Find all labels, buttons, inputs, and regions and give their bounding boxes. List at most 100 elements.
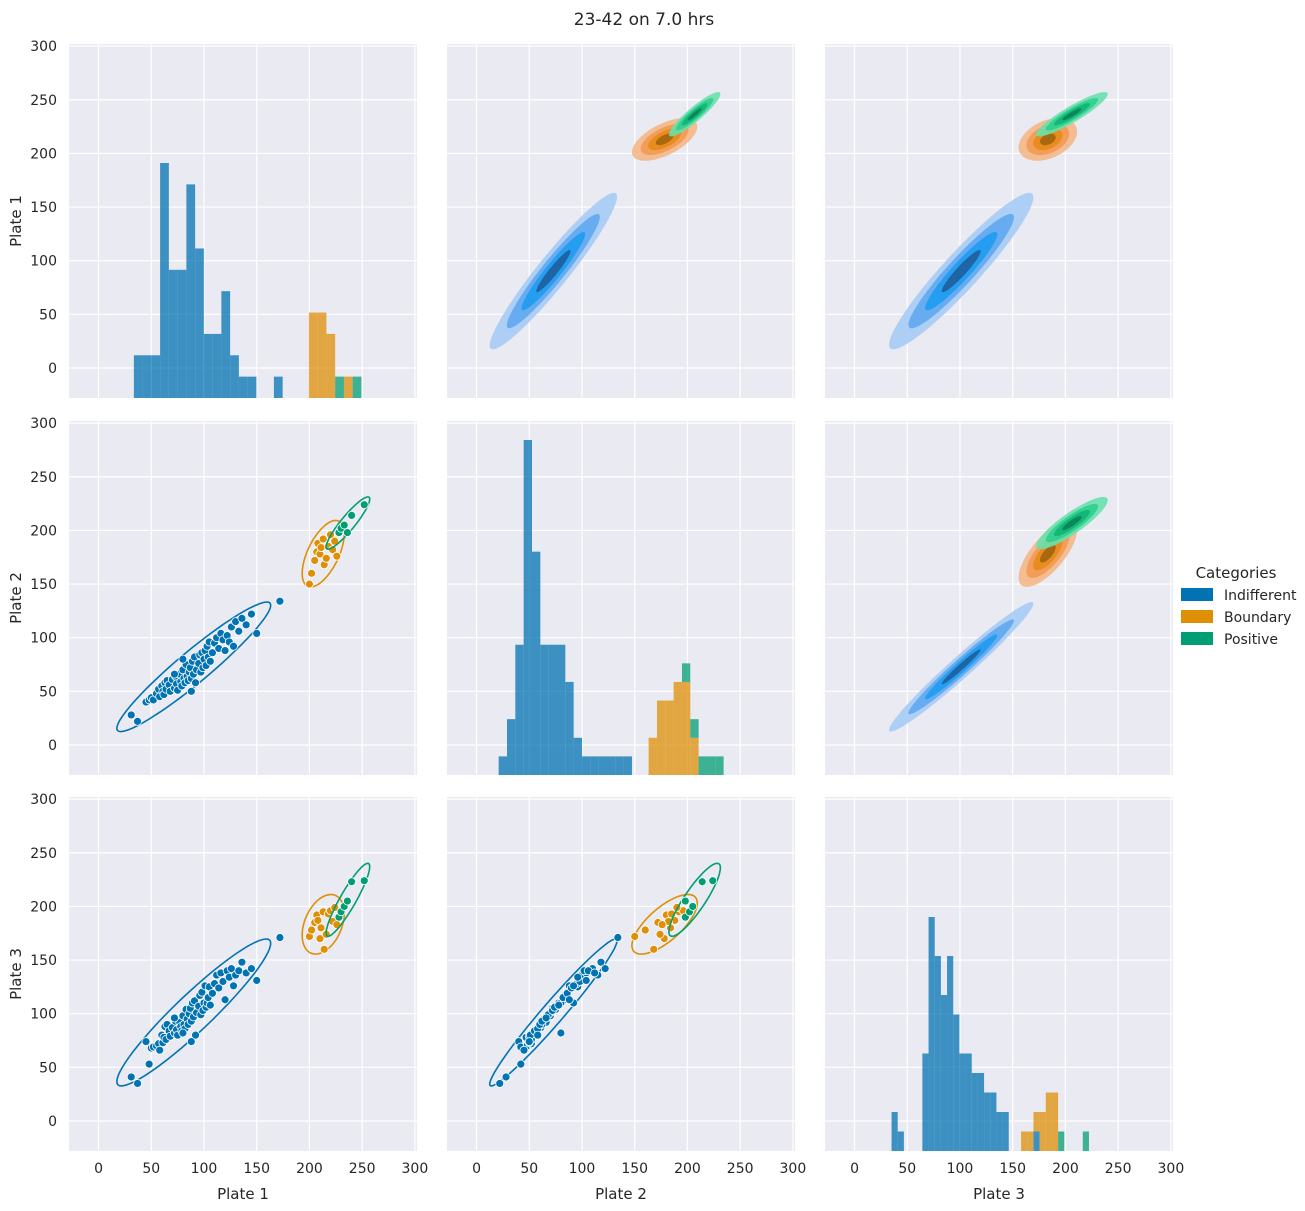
scatter-point-positive	[680, 896, 690, 906]
scatter-point-indifferent	[554, 1000, 564, 1010]
kde-fill-positive	[1062, 516, 1082, 531]
kde-contour-indifferent	[116, 938, 272, 1087]
panel-r1-c3	[825, 44, 1173, 398]
x-tick-label: 50	[520, 1161, 538, 1177]
scatter-point-indifferent	[186, 1037, 196, 1046]
scatter-point-indifferent	[155, 1045, 165, 1055]
hist-bar-indifferent	[507, 719, 516, 775]
hist-bar-indifferent	[203, 333, 213, 398]
hist-bar-indifferent	[947, 956, 954, 1151]
scatter-point-indifferent	[220, 646, 230, 655]
y-tick-label: 0	[48, 1114, 57, 1130]
scatter-point-indifferent	[141, 1037, 151, 1046]
hist-bar-boundary	[648, 737, 657, 775]
scatter-point-indifferent	[220, 995, 230, 1005]
kde-fill-indifferent	[536, 250, 571, 293]
x-tick-label: 100	[569, 1161, 596, 1177]
scatter-point-boundary	[310, 556, 320, 565]
scatter-point-indifferent	[252, 976, 262, 985]
hist-bar-indifferent	[230, 355, 239, 398]
kde-contour-positive	[668, 862, 722, 938]
scatter-point-indifferent	[205, 1000, 215, 1010]
hist-bar-indifferent	[523, 440, 532, 775]
hist-bar-indifferent	[977, 1073, 985, 1151]
scatter-point-indifferent	[495, 1079, 505, 1088]
x-tick-label: 300	[402, 1161, 429, 1177]
x-tick-label: 50	[898, 1161, 916, 1177]
x-tick-label: 300	[780, 1161, 807, 1177]
hist-bar-indifferent	[606, 756, 616, 775]
scatter-point-indifferent	[191, 1030, 200, 1040]
hist-bar-boundary	[690, 737, 699, 775]
hist-bar-indifferent	[984, 1092, 991, 1151]
scatter-point-indifferent	[133, 1079, 142, 1088]
y-tick-label: 50	[39, 684, 57, 700]
y-tick-label: 200	[30, 899, 57, 915]
hist-bar-indifferent	[221, 291, 231, 398]
scatter-point-indifferent	[126, 710, 136, 720]
scatter-point-indifferent	[229, 641, 238, 651]
y-axis-label: Plate 1	[7, 195, 25, 247]
hist-bar-indifferent	[548, 644, 557, 775]
x-tick-label: 0	[850, 1161, 859, 1177]
panel-background	[447, 797, 795, 1151]
scatter-point-indifferent	[191, 678, 200, 688]
hist-bar-boundary	[343, 376, 353, 398]
x-tick-label: 250	[1105, 1161, 1132, 1177]
scatter-point-indifferent	[208, 648, 217, 658]
panel-r2-c1: 0 50 100 150 200 250 300 Plate 2	[7, 416, 417, 775]
scatter-point-positive	[697, 877, 707, 887]
panel-r3-c2: 0 50 100 150 200 250 300 Plate 2	[447, 797, 806, 1203]
x-axis-label: Plate 2	[595, 1185, 647, 1203]
hist-bar-positive	[715, 756, 724, 775]
scatter-point-indifferent	[178, 1028, 188, 1038]
hist-bar-indifferent	[953, 1014, 960, 1151]
y-tick-label: 150	[30, 953, 57, 969]
hist-bar-indifferent	[959, 1053, 966, 1151]
hist-bar-positive	[706, 756, 716, 775]
scatter-point-positive	[708, 876, 718, 886]
scatter-point-indifferent	[501, 1072, 511, 1082]
scatter-point-indifferent	[564, 995, 574, 1005]
x-tick-label: 150	[999, 1161, 1026, 1177]
hist-bar-boundary	[656, 700, 666, 775]
x-tick-label: 0	[472, 1161, 481, 1177]
panels: 0 50 100 150 200 250 300 Plate 1 0 50 100 150 200 250…	[7, 39, 1184, 1203]
scatter-point-indifferent	[275, 933, 285, 942]
x-tick-label: 250	[349, 1161, 376, 1177]
hist-bar-indifferent	[897, 1131, 904, 1151]
hist-bar-indifferent	[1002, 1112, 1009, 1151]
scatter-point-positive	[359, 876, 369, 886]
panel-background	[825, 421, 1173, 775]
hist-bar-indifferent	[891, 1112, 898, 1151]
hist-bar-positive	[1082, 1131, 1089, 1151]
hist-bar-boundary	[308, 312, 318, 398]
panel-background	[825, 797, 1173, 1151]
hist-bar-indifferent	[515, 644, 524, 775]
scatter-point-boundary	[332, 551, 342, 561]
scatter-point-positive	[342, 896, 352, 906]
x-axis-label: Plate 1	[217, 1185, 269, 1203]
hist-bar-indifferent	[238, 376, 248, 398]
y-tick-label: 150	[30, 577, 57, 593]
scatter-point-indifferent	[186, 686, 196, 696]
scatter-point-indifferent	[590, 968, 600, 978]
legend-label-indifferent: Indifferent	[1224, 588, 1297, 604]
scatter-point-boundary	[313, 915, 323, 925]
scatter-point-indifferent	[205, 656, 215, 666]
hist-bar-indifferent	[195, 248, 204, 398]
hist-bar-indifferent	[928, 917, 935, 1151]
scatter-point-indifferent	[613, 933, 623, 942]
scatter-point-boundary	[316, 923, 326, 933]
y-tick-label: 250	[30, 93, 57, 109]
kde-fill-indifferent	[941, 250, 981, 293]
kde-fill-boundary	[1040, 544, 1056, 563]
x-tick-label: 0	[94, 1161, 103, 1177]
scatter-point-boundary	[315, 934, 325, 943]
hist-bar-indifferent	[565, 681, 574, 775]
scatter-point-boundary	[630, 932, 640, 941]
panel-r1-c2	[447, 44, 795, 398]
kde-contour-boundary	[631, 893, 699, 955]
hist-bar-boundary	[326, 333, 336, 398]
legend-swatch-positive	[1181, 632, 1213, 645]
